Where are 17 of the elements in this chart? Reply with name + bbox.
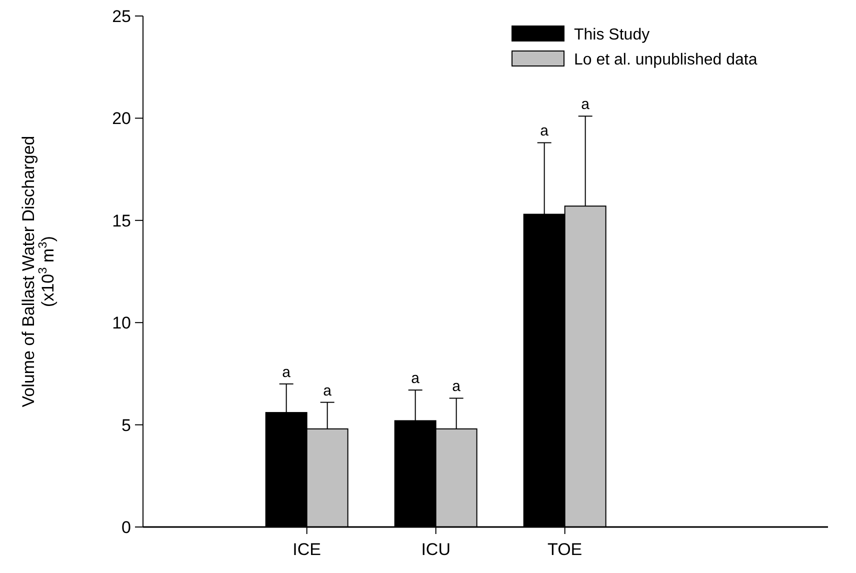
annotation: a bbox=[540, 122, 550, 140]
x-tick-label: ICU bbox=[421, 540, 450, 559]
annotation: a bbox=[581, 96, 590, 114]
annotation: a bbox=[452, 378, 462, 396]
y-tick-label: 20 bbox=[112, 109, 131, 128]
annotation: a bbox=[323, 382, 332, 400]
y-tick-label: 25 bbox=[112, 6, 131, 26]
legend-label: This Study bbox=[574, 26, 650, 44]
x-tick-label: ICE bbox=[292, 540, 321, 559]
y-tick-label: 15 bbox=[112, 211, 131, 230]
y-tick-label: 5 bbox=[122, 416, 131, 435]
y-tick-label: 0 bbox=[122, 518, 131, 537]
x-tick-label: TOE bbox=[548, 540, 582, 559]
annotation: a bbox=[411, 370, 420, 388]
annotation: a bbox=[282, 364, 292, 381]
y-tick-label: 10 bbox=[112, 314, 131, 333]
legend-label: Lo et al. unpublished data bbox=[574, 52, 758, 69]
